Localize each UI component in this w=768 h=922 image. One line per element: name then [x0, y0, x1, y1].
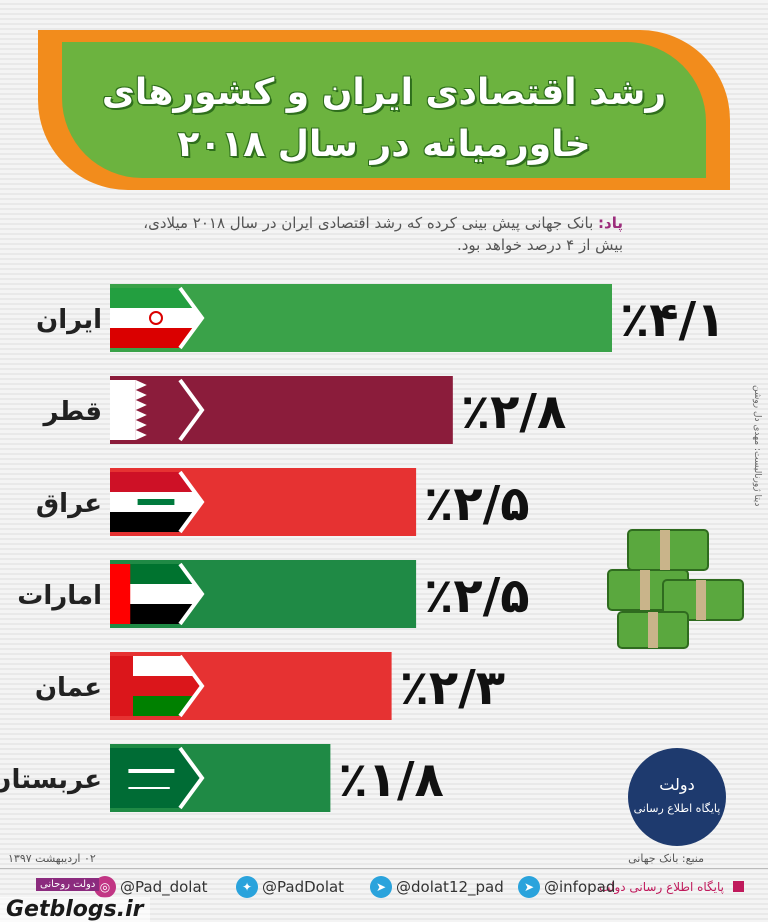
site-label: پایگاه اطلاع رسانی دولت: [599, 880, 724, 894]
value-label-5: ٪۱/۸: [338, 752, 443, 808]
instagram-icon: ◎: [94, 876, 116, 898]
value-label-0: ٪۴/۱: [620, 292, 725, 348]
watermark-text: Getblogs.ir: [0, 897, 150, 922]
uae-flag-icon: [110, 562, 205, 626]
telegram-icon: ➤: [518, 876, 540, 898]
telegram-link[interactable]: ➤ @dolat12_pad: [370, 876, 504, 898]
infopad-handle: @infopad: [544, 878, 616, 896]
infopad-link[interactable]: ➤ @infopad: [518, 876, 615, 898]
oman-flag-icon: [110, 654, 205, 718]
lead-line-1: بانک جهانی پیش بینی کرده که رشد اقتصادی …: [143, 214, 599, 232]
value-label-4: ٪۲/۳: [400, 660, 505, 716]
money-stacks-icon: [607, 529, 744, 649]
logo-line-2: پایگاه اطلاع رسانی: [633, 802, 721, 815]
twitter-handle: @PadDolat: [262, 878, 345, 896]
iran-flag-icon: [110, 286, 205, 350]
country-label-0: ایران: [36, 305, 102, 335]
country-label-5: عربستان: [0, 765, 102, 795]
twitter-icon: ✦: [236, 876, 258, 898]
saudi-flag-icon: [110, 746, 205, 810]
value-label-3: ٪۲/۵: [424, 568, 529, 624]
iraq-flag-icon: [110, 470, 205, 534]
instagram-handle: @Pad_dolat: [120, 878, 208, 896]
title-line-1: رشد اقتصادی ایران و کشورهای: [101, 72, 667, 113]
dolat-logo: دولت پایگاه اطلاع رسانی: [628, 748, 726, 846]
logo-line-1: دولت: [659, 775, 695, 794]
lead-text: پاد: بانک جهانی پیش بینی کرده که رشد اقت…: [63, 212, 623, 256]
instagram-link[interactable]: ◎ @Pad_dolat: [94, 876, 208, 898]
rouhani-badge: دولت روحانی: [36, 878, 100, 891]
site-square-icon: [733, 881, 744, 892]
value-label-2: ٪۲/۵: [424, 476, 529, 532]
country-label-2: عراق: [36, 489, 102, 519]
qatar-flag-icon: [110, 378, 205, 442]
lead-line-2: بیش از ۴ درصد خواهد بود.: [456, 236, 623, 254]
country-label-3: امارات: [17, 581, 102, 611]
credit-text: دیتا ژورنالیست: مهدی دل روشن: [752, 385, 762, 507]
title-banner: [62, 42, 706, 178]
telegram-handle: @dolat12_pad: [396, 878, 504, 896]
footer-divider: [0, 868, 768, 869]
date-text: ۰۲ اردیبهشت ۱۳۹۷: [8, 852, 96, 865]
value-label-1: ٪۲/۸: [461, 384, 566, 440]
twitter-link[interactable]: ✦ @PadDolat: [236, 876, 344, 898]
title-line-2: خاورمیانه در سال ۲۰۱۸: [177, 124, 591, 165]
telegram-icon: ➤: [370, 876, 392, 898]
country-label-4: عمان: [35, 673, 102, 703]
country-label-1: قطر: [41, 397, 102, 427]
source-text: منبع: بانک جهانی: [628, 852, 704, 865]
lead-label: پاد:: [598, 214, 623, 232]
